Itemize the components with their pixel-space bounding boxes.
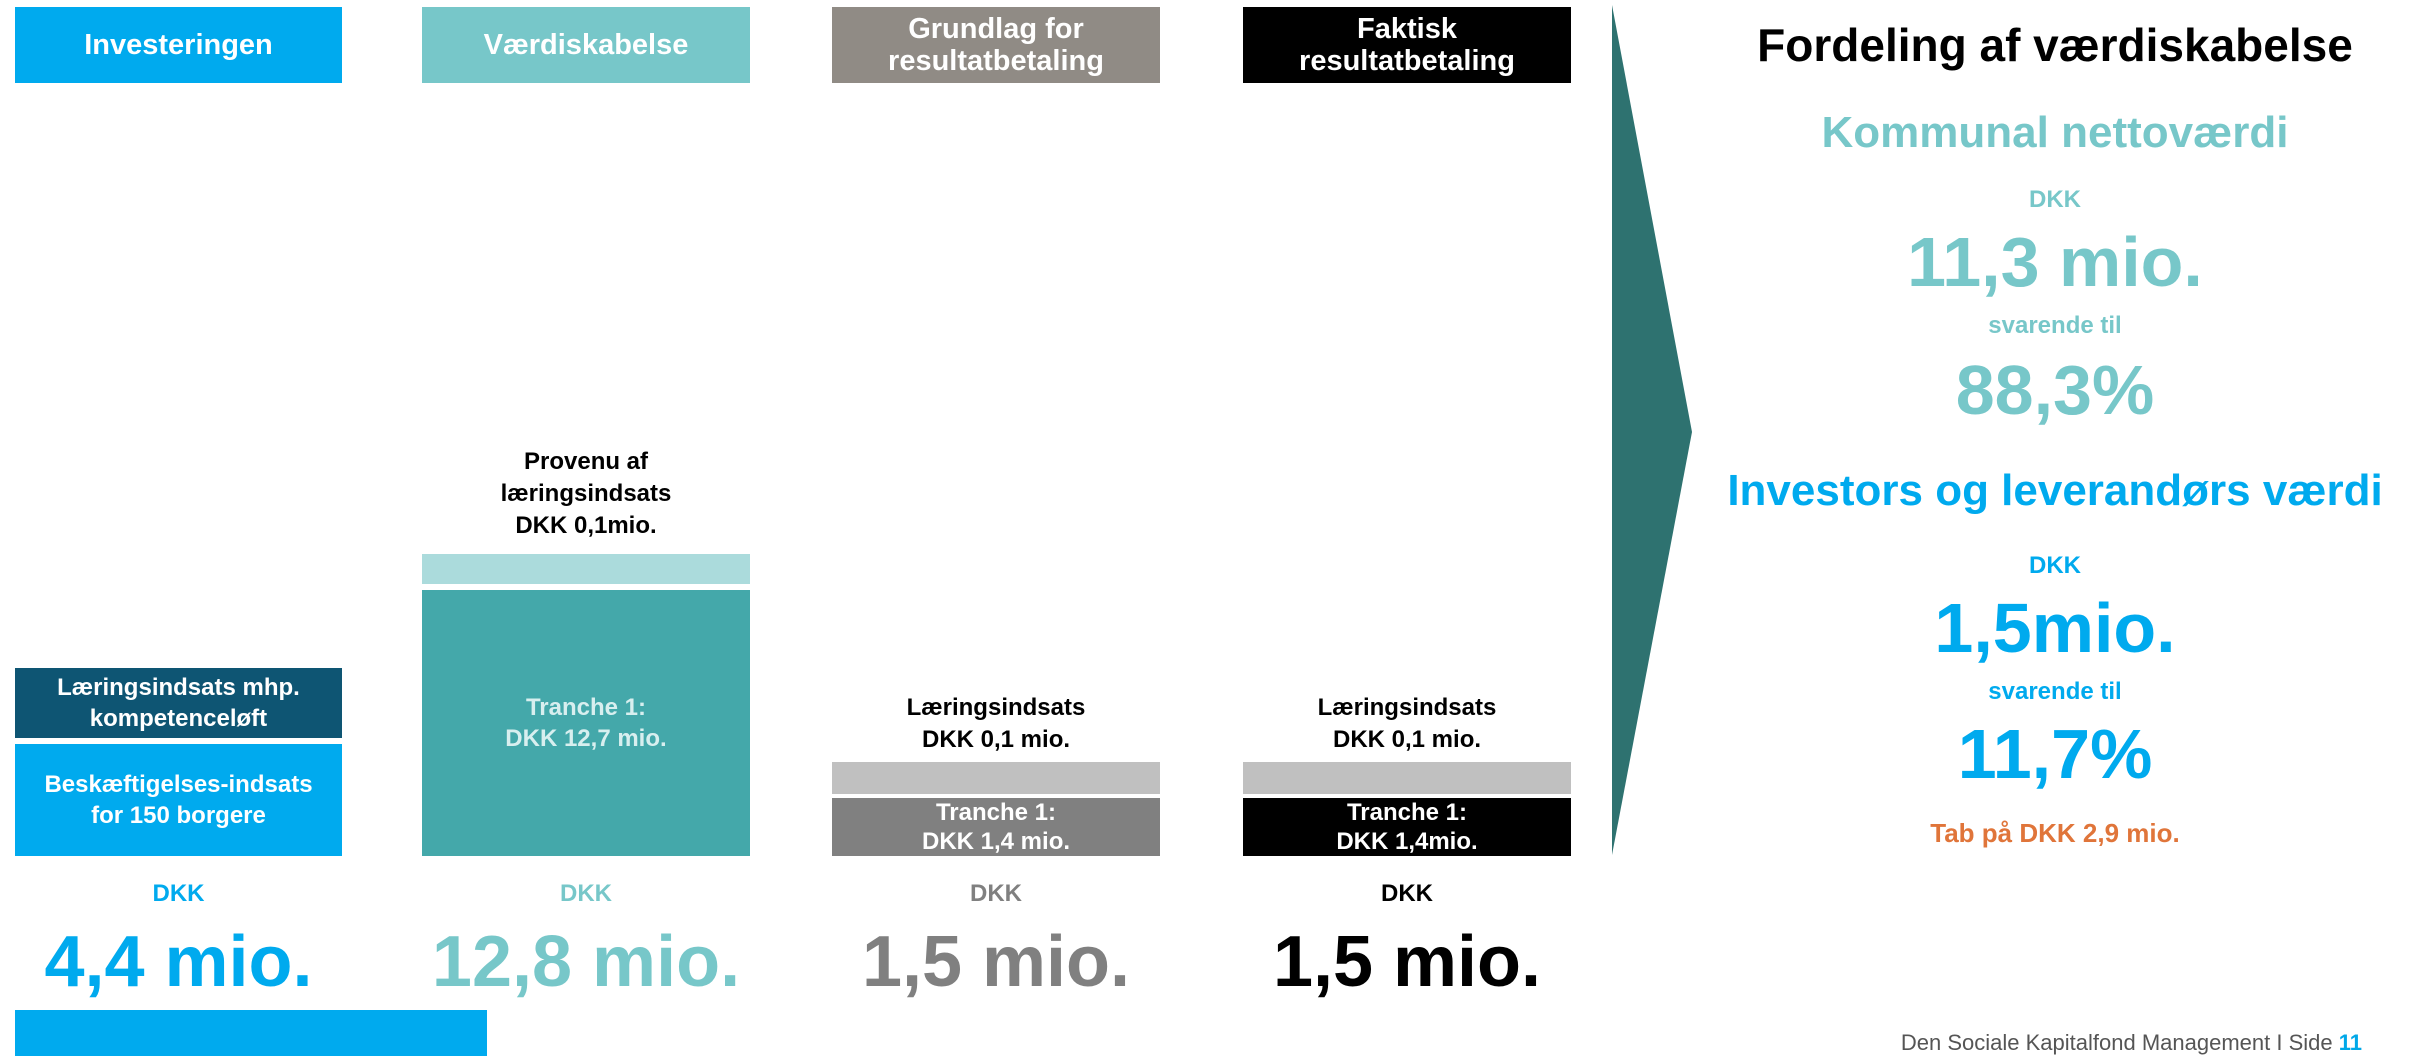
investor-currency: DKK (2029, 552, 2081, 579)
page-number: 11 (2338, 1030, 2362, 1055)
panel-title: Fordeling af værdiskabelse (1757, 19, 2353, 71)
investor-svarende: svarende til (1988, 678, 2122, 705)
column-header-vaerdiskabelse: Værdiskabelse (422, 7, 750, 83)
loss-note: Tab på DKK 2,9 mio. (1930, 818, 2180, 848)
bar-segment-laeringsindsats: Læringsindsats mhp. kompetenceløft (15, 668, 342, 738)
kommunal-svarende: svarende til (1988, 312, 2122, 339)
column-total-amount: 1,5 mio. (1272, 922, 1542, 1002)
investor-heading: Investors og leverandørs værdi (1727, 466, 2383, 515)
bar-segment-laeringsindsats (1243, 762, 1571, 794)
column-header-grundlag: Grundlag for resultatbetaling (832, 7, 1160, 83)
bar-segment-tranche-1: Tranche 1: DKK 1,4 mio. (832, 798, 1160, 856)
bar-segment-beskaeftigelse: Beskæftigelses-indsats for 150 borgere (15, 744, 342, 856)
bar-segment-tranche-1: Tranche 1: DKK 12,7 mio. (422, 590, 750, 856)
footer: Den Sociale Kapitalfond Management I Sid… (1901, 1030, 2362, 1056)
bar-segment-laeringsindsats (832, 762, 1160, 794)
kommunal-currency: DKK (2029, 186, 2081, 213)
bar-segment-provenu (422, 554, 750, 584)
column-total-amount: 1,5 mio. (861, 922, 1131, 1002)
bar-top-label-provenu: Provenu af læringsindsats DKK 0,1mio. (500, 448, 672, 539)
kommunal-heading: Kommunal nettoværdi (1821, 108, 2289, 157)
investor-percent: 11,7% (1957, 715, 2153, 793)
bottom-accent-bar (15, 1010, 487, 1056)
kommunal-amount: 11,3 mio. (1907, 223, 2203, 301)
column-currency: DKK (152, 880, 205, 907)
bar-top-label-laeringsindsats: Læringsindsats DKK 0,1 mio. (906, 694, 1086, 753)
column-header-investeringen: Investeringen (15, 7, 342, 83)
column-currency: DKK (560, 880, 612, 907)
chevron-arrow-icon (1612, 5, 1692, 855)
column-header-faktisk: Faktisk resultatbetaling (1243, 7, 1571, 83)
column-currency: DKK (1381, 880, 1433, 907)
kommunal-percent: 88,3% (1955, 351, 2155, 429)
column-total-amount: 4,4 mio. (44, 922, 313, 1002)
investor-amount: 1,5mio. (1934, 589, 2176, 667)
footer-text: Den Sociale Kapitalfond Management I Sid… (1900, 1030, 2333, 1055)
bar-top-label-laeringsindsats: Læringsindsats DKK 0,1 mio. (1317, 694, 1497, 753)
bar-segment-tranche-1: Tranche 1: DKK 1,4mio. (1243, 798, 1571, 856)
column-total-amount: 12,8 mio. (431, 922, 741, 1002)
column-currency: DKK (970, 880, 1022, 907)
